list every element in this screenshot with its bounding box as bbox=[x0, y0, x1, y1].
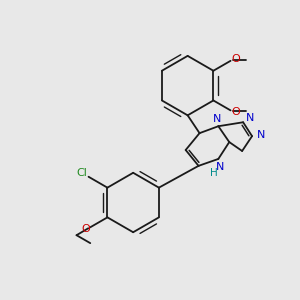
Text: O: O bbox=[81, 224, 90, 234]
Text: Cl: Cl bbox=[76, 168, 87, 178]
Text: H: H bbox=[209, 168, 217, 178]
Text: N: N bbox=[213, 114, 222, 124]
Text: N: N bbox=[246, 113, 254, 123]
Text: N: N bbox=[216, 162, 224, 172]
Text: O: O bbox=[231, 107, 240, 117]
Text: O: O bbox=[231, 54, 240, 64]
Text: N: N bbox=[257, 130, 265, 140]
